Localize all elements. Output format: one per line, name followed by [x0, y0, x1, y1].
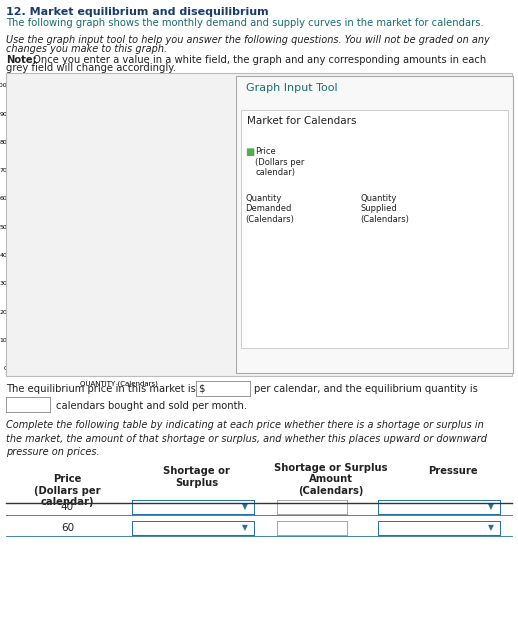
Text: the market, the amount of that shortage or surplus, and whether this places upwa: the market, the amount of that shortage … [6, 434, 487, 443]
Text: Pressure: Pressure [428, 466, 478, 476]
Text: Quantity
Supplied
(Calendars): Quantity Supplied (Calendars) [360, 194, 409, 224]
Text: 40: 40 [61, 502, 74, 512]
Text: Price
(Dollars per
calendar): Price (Dollars per calendar) [34, 474, 100, 507]
Text: 60: 60 [61, 523, 74, 533]
Text: ▼: ▼ [242, 502, 248, 511]
Text: Graph Input Tool: Graph Input Tool [246, 83, 338, 93]
Text: Supply: Supply [97, 157, 123, 167]
Text: Shortage or
Surplus: Shortage or Surplus [163, 466, 231, 488]
Text: Price
(Dollars per
calendar): Price (Dollars per calendar) [255, 147, 305, 177]
Text: The equilibrium price in this market is $: The equilibrium price in this market is … [6, 384, 206, 394]
Text: Market for Calendars: Market for Calendars [247, 116, 356, 126]
Text: Complete the following table by indicating at each price whether there is a shor: Complete the following table by indicati… [6, 420, 484, 430]
Text: ■: ■ [245, 147, 254, 157]
Text: ▼: ▼ [242, 523, 248, 532]
X-axis label: QUANTITY (Calendars): QUANTITY (Calendars) [80, 380, 158, 387]
Text: Note:: Note: [6, 55, 37, 65]
Text: Once you enter a value in a white field, the graph and any corresponding amounts: Once you enter a value in a white field,… [30, 55, 486, 65]
Text: 190: 190 [437, 185, 457, 195]
Text: 20: 20 [355, 139, 370, 149]
Text: calendars bought and sold per month.: calendars bought and sold per month. [56, 401, 247, 411]
Text: Shortage or Surplus
Amount
(Calendars): Shortage or Surplus Amount (Calendars) [274, 463, 387, 496]
Text: grey field will change accordingly.: grey field will change accordingly. [6, 63, 176, 73]
Text: 12. Market equilibrium and disequilibrium: 12. Market equilibrium and disequilibriu… [6, 7, 269, 17]
Text: 310: 310 [312, 185, 333, 195]
Text: per calendar, and the equilibrium quantity is: per calendar, and the equilibrium quanti… [254, 384, 478, 394]
Text: ▼: ▼ [488, 502, 494, 511]
Text: ?: ? [493, 89, 499, 99]
Text: Demand: Demand [114, 285, 147, 294]
Text: changes you make to this graph.: changes you make to this graph. [6, 44, 167, 53]
Text: Use the graph input tool to help you answer the following questions. You will no: Use the graph input tool to help you ans… [6, 35, 490, 45]
Text: ▼: ▼ [488, 523, 494, 532]
Text: The following graph shows the monthly demand and supply curves in the market for: The following graph shows the monthly de… [6, 18, 484, 28]
Text: pressure on prices.: pressure on prices. [6, 447, 100, 457]
Text: Quantity
Demanded
(Calendars): Quantity Demanded (Calendars) [245, 194, 294, 224]
